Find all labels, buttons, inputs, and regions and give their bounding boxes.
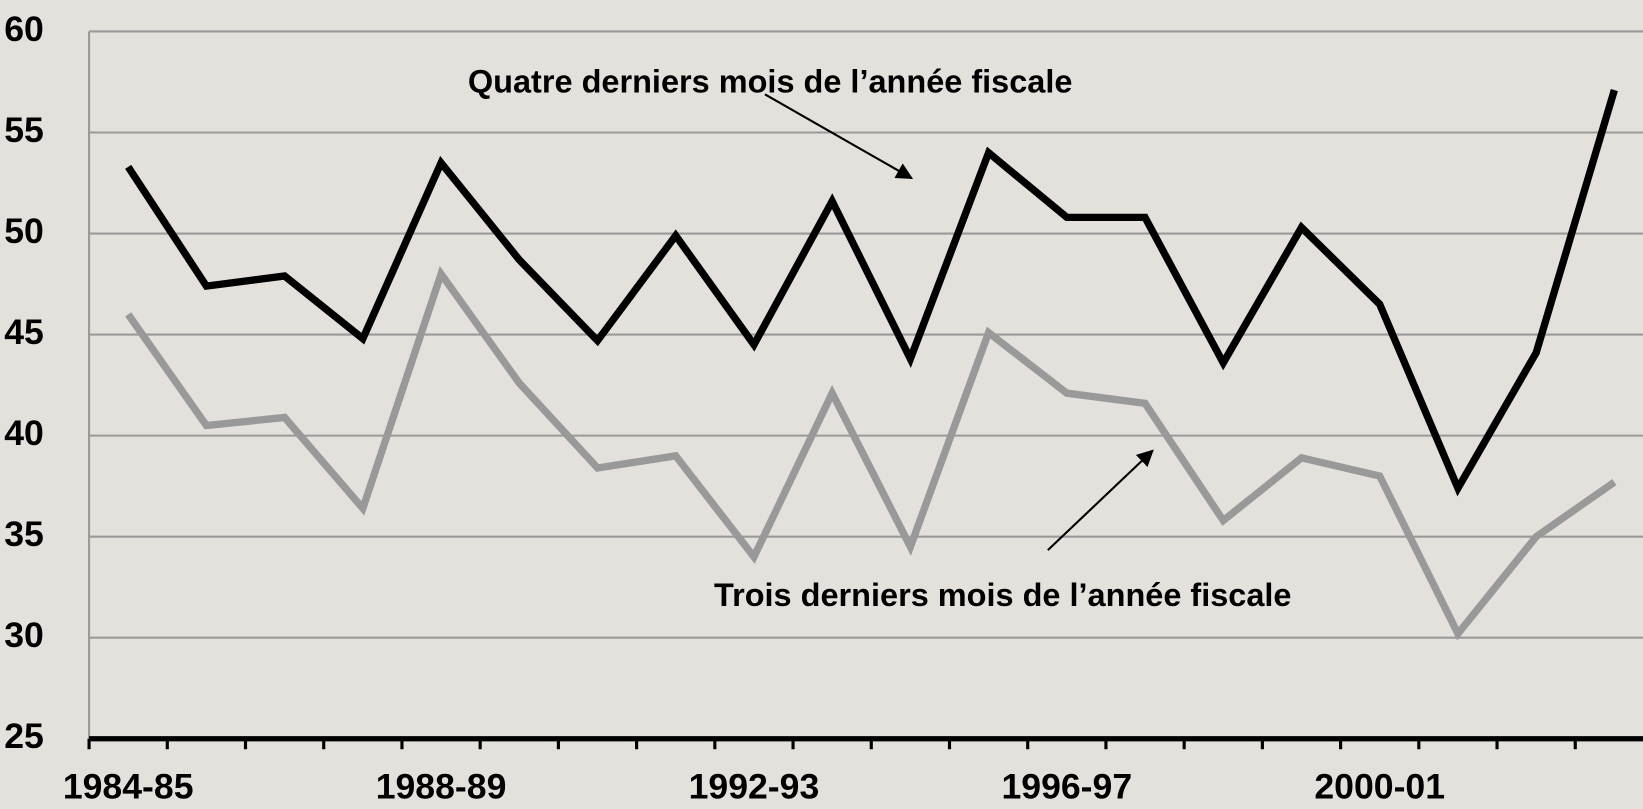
- annotation-arrow: [764, 93, 914, 180]
- x-tick-label: 2000-01: [1314, 766, 1445, 806]
- annotation: Quatre derniers mois de l’année fiscale: [468, 63, 1073, 99]
- y-tick-label: 55: [4, 110, 44, 150]
- series-line: [125, 89, 1618, 497]
- y-tick-label: 40: [4, 413, 44, 453]
- x-tick-label: 1988-89: [376, 766, 507, 806]
- y-tick-label: 60: [4, 9, 44, 49]
- y-tick-label: 50: [4, 211, 44, 251]
- y-tick-label: 30: [4, 615, 44, 655]
- y-tick-label: 35: [4, 514, 44, 554]
- annotation-arrow: [1047, 449, 1154, 551]
- x-tick-label: 1992-93: [689, 766, 820, 806]
- x-tick-label: 1984-85: [63, 766, 194, 806]
- y-tick-label: 25: [4, 716, 44, 756]
- annotation: Trois derniers mois de l’année fiscale: [714, 577, 1291, 613]
- series-line: [125, 265, 1617, 641]
- x-tick-label: 1996-97: [1001, 766, 1132, 806]
- y-tick-label: 45: [4, 312, 44, 352]
